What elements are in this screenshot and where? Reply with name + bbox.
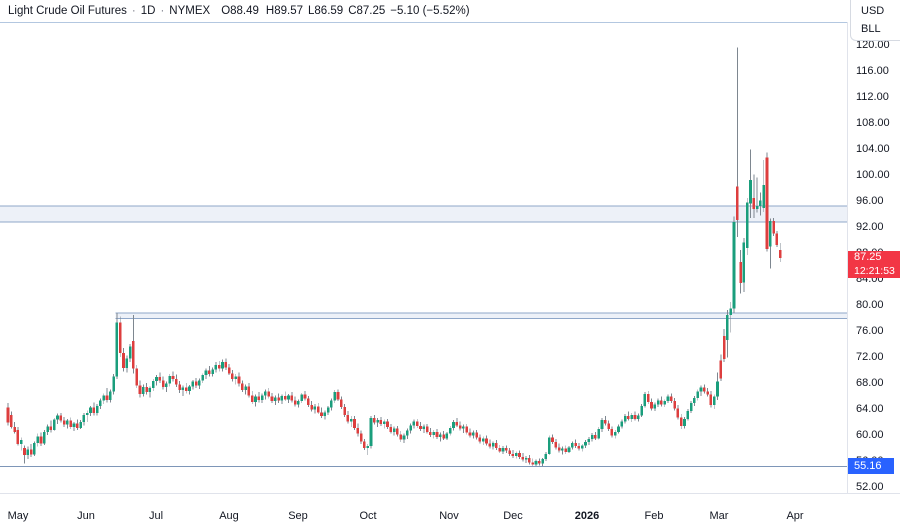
price-tick-label: 72.00 (856, 350, 884, 363)
price-tick-label: 104.00 (856, 142, 890, 155)
level-price-badge: 55.16 (848, 458, 894, 474)
price-tick-label: 116.00 (856, 64, 889, 77)
price-tick-label: 92.00 (856, 220, 884, 233)
current-price-badge: 87.25 12:21:53 (848, 251, 900, 278)
time-axis[interactable]: May Jun Jul Aug Sep Oct Nov Dec 2026 Feb Mar Apr (0, 509, 900, 525)
time-tick-label: May (7, 510, 29, 522)
symbol-name[interactable]: Light Crude Oil Futures (8, 5, 127, 17)
interval-value[interactable]: 1D (140, 5, 156, 17)
price-tick-label: 68.00 (856, 376, 884, 389)
time-tick-label: Feb (644, 510, 664, 522)
price-tick-label: 76.00 (856, 324, 884, 337)
time-tick-label: 2026 (574, 510, 600, 522)
ohlc-low: L86.59 (308, 5, 344, 17)
currency-toggle[interactable]: USD (861, 5, 885, 17)
time-tick-label: Sep (288, 510, 308, 522)
time-tick-label: Dec (503, 510, 523, 522)
price-change: −5.10 (−5.52%) (390, 5, 470, 17)
level-line[interactable] (0, 466, 847, 467)
time-tick-label: Jul (148, 510, 164, 522)
symbol-legend[interactable]: Light Crude Oil Futures · 1D · NYMEX O88… (8, 3, 475, 19)
price-axis-border (847, 22, 848, 493)
price-tick-label: 120.00 (856, 38, 890, 51)
pane-separator (0, 22, 847, 23)
candles (6, 47, 782, 467)
price-tick-label: 108.00 (856, 116, 890, 129)
price-tick-label: 112.00 (856, 90, 889, 103)
current-price-value: 87.25 (854, 251, 882, 263)
time-tick-label: Jun (77, 510, 95, 522)
time-axis-border (0, 493, 900, 494)
legend-separator: · (131, 5, 136, 17)
axis-unit-selector: USD BLL (850, 0, 900, 41)
price-tick-label: 100.00 (856, 168, 890, 181)
ohlc-close: C87.25 (348, 5, 386, 17)
price-tick-label: 60.00 (856, 428, 884, 441)
price-chart[interactable] (0, 0, 848, 525)
time-tick-label: Nov (439, 510, 459, 522)
time-tick-label: Aug (219, 510, 239, 522)
time-tick-label: Mar (709, 510, 729, 522)
price-tick-label: 96.00 (856, 194, 884, 207)
price-tick-label: 64.00 (856, 402, 884, 415)
ohlc-high: H89.57 (265, 5, 304, 17)
price-tick-label: 80.00 (856, 298, 884, 311)
legend-separator: · (160, 5, 165, 17)
time-tick-label: Oct (359, 510, 377, 522)
upper-resistance-zone[interactable] (0, 205, 847, 223)
mid-resistance-zone[interactable] (115, 312, 848, 320)
unit-toggle[interactable]: BLL (861, 23, 881, 35)
exchange-name: NYMEX (169, 5, 211, 17)
price-axis[interactable]: 120.00 116.00 112.00 108.00 104.00 100.00 96.0… (848, 0, 900, 493)
ohlc-open: O88.49 (221, 5, 259, 17)
time-tick-label: Apr (786, 510, 804, 522)
price-tick-label: 52.00 (856, 480, 884, 493)
bar-countdown-timer: 12:21:53 (854, 264, 895, 277)
